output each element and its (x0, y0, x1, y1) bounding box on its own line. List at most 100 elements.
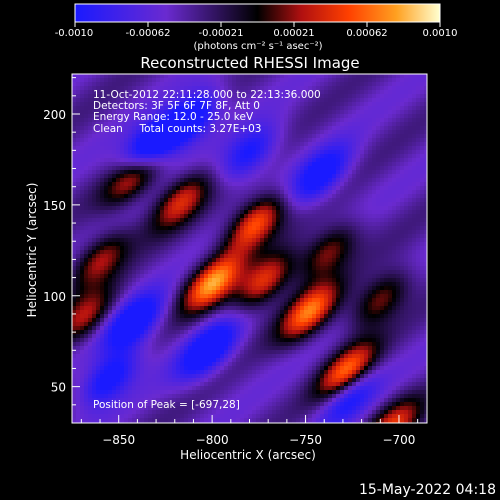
heatmap-cell (296, 130, 301, 135)
heatmap-cell (104, 370, 109, 375)
heatmap-cell (256, 214, 261, 219)
heatmap-cell (292, 302, 297, 307)
heatmap-cell (132, 138, 137, 143)
heatmap-cell (292, 234, 297, 239)
heatmap-cell (260, 270, 265, 275)
heatmap-cell (284, 406, 289, 411)
heatmap-cell (272, 134, 277, 139)
heatmap-cell (284, 330, 289, 335)
heatmap-cell (96, 226, 101, 231)
heatmap-cell (288, 154, 293, 159)
heatmap-cell (296, 302, 301, 307)
heatmap-cell (252, 86, 257, 91)
heatmap-cell (244, 282, 249, 287)
heatmap-cell (248, 102, 253, 107)
heatmap-cell (244, 274, 249, 279)
heatmap-cell (264, 122, 269, 127)
heatmap-cell (244, 122, 249, 127)
heatmap-cell (184, 134, 189, 139)
heatmap-cell (92, 234, 97, 239)
heatmap-cell (72, 222, 77, 227)
heatmap-cell (260, 326, 265, 331)
heatmap-cell (92, 294, 97, 299)
heatmap-cell (156, 186, 161, 191)
heatmap-cell (188, 302, 193, 307)
heatmap-cell (140, 242, 145, 247)
heatmap-cell (260, 382, 265, 387)
heatmap-cell (148, 270, 153, 275)
heatmap-cell (236, 130, 241, 135)
heatmap-cell (88, 254, 93, 259)
heatmap-cell (284, 258, 289, 263)
heatmap-cell (216, 402, 221, 407)
heatmap-cell (252, 158, 257, 163)
heatmap-cell (252, 278, 257, 283)
heatmap-cell (256, 298, 261, 303)
heatmap-cell (180, 138, 185, 143)
heatmap-cell (96, 194, 101, 199)
heatmap-cell (128, 186, 133, 191)
heatmap-cell (160, 190, 165, 195)
heatmap-cell (164, 386, 169, 391)
heatmap-cell (132, 390, 137, 395)
heatmap-cell (156, 394, 161, 399)
heatmap-cell (244, 258, 249, 263)
heatmap-cell (132, 238, 137, 243)
heatmap-cell (220, 394, 225, 399)
heatmap-cell (228, 366, 233, 371)
heatmap-cell (100, 146, 105, 151)
heatmap-cell (168, 186, 173, 191)
colorbar-tick-label: -0.00021 (199, 28, 244, 39)
heatmap-cell (112, 278, 117, 283)
heatmap-cell (124, 338, 129, 343)
heatmap-cell (248, 210, 253, 215)
heatmap-cell (248, 334, 253, 339)
heatmap-cell (160, 74, 165, 79)
heatmap-cell (176, 386, 181, 391)
heatmap-cell (188, 406, 193, 411)
heatmap-cell (96, 74, 101, 79)
heatmap-cell (228, 82, 233, 87)
heatmap-cell (284, 362, 289, 367)
heatmap-cell (88, 270, 93, 275)
heatmap-cell (248, 294, 253, 299)
heatmap-cell (136, 126, 141, 131)
heatmap-cell (236, 314, 241, 319)
heatmap-cell (76, 270, 81, 275)
heatmap-cell (244, 326, 249, 331)
heatmap-cell (200, 274, 205, 279)
heatmap-cell (216, 174, 221, 179)
heatmap-cell (108, 346, 113, 351)
heatmap-cell (264, 314, 269, 319)
heatmap-cell (296, 186, 301, 191)
heatmap-cell (160, 266, 165, 271)
heatmap-cell (192, 358, 197, 363)
heatmap-cell (236, 134, 241, 139)
heatmap-cell (260, 274, 265, 279)
heatmap-cell (140, 134, 145, 139)
heatmap-cell (240, 78, 245, 83)
heatmap-cell (240, 326, 245, 331)
heatmap-cell (72, 238, 77, 243)
heatmap-cell (128, 110, 133, 115)
heatmap-cell (120, 214, 125, 219)
heatmap-cell (176, 170, 181, 175)
heatmap-cell (112, 282, 117, 287)
heatmap-cell (220, 402, 225, 407)
heatmap-cell (220, 274, 225, 279)
heatmap-cell (252, 274, 257, 279)
heatmap-cell (244, 246, 249, 251)
heatmap-cell (200, 342, 205, 347)
heatmap-cell (256, 354, 261, 359)
heatmap-cell (180, 226, 185, 231)
heatmap-cell (192, 334, 197, 339)
heatmap-cell (296, 166, 301, 171)
heatmap-cell (292, 198, 297, 203)
heatmap-cell (236, 258, 241, 263)
heatmap-cell (136, 410, 141, 415)
heatmap-cell (152, 182, 157, 187)
heatmap-cell (128, 318, 133, 323)
heatmap-cell (188, 294, 193, 299)
heatmap-cell (124, 406, 129, 411)
heatmap-cell (108, 310, 113, 315)
